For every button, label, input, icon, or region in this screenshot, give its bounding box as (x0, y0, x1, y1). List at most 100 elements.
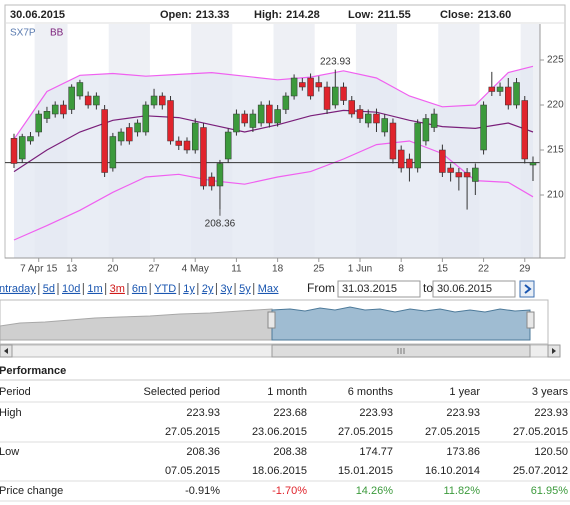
to-input[interactable] (432, 280, 516, 298)
to-value: 30.06.2015 (437, 283, 492, 295)
cell: -1.70% (272, 485, 307, 497)
period-link[interactable]: 3m (110, 283, 125, 295)
period-link[interactable]: 5d (43, 283, 55, 295)
candle-body (191, 122, 199, 151)
cell: 173.86 (446, 446, 480, 458)
candle-body (167, 100, 174, 142)
navigator-handle-right[interactable] (526, 311, 535, 329)
row-label: High (0, 407, 22, 419)
period-link[interactable]: Max (258, 283, 279, 295)
x-tick-label: 1 Jun (348, 264, 372, 275)
candle-body (397, 149, 405, 169)
candle-body (27, 136, 34, 142)
period-link[interactable]: 3y (220, 283, 232, 295)
candle-body (521, 100, 529, 160)
candle-body (249, 113, 257, 128)
legend-series: SX7P (10, 28, 36, 39)
candle-body (183, 140, 191, 151)
cell: 18.06.2015 (252, 465, 307, 477)
quote: Close: 213.60 (440, 9, 511, 21)
x-tick-label: 11 (231, 264, 242, 275)
candle-body (480, 104, 487, 151)
quote: Low: 211.55 (348, 9, 411, 21)
x-tick-label: 25 (313, 264, 325, 275)
period-link[interactable]: 1m (87, 283, 102, 295)
from-label: From (307, 281, 335, 295)
x-tick-label: 4 May (182, 264, 209, 275)
candle-body (159, 95, 166, 106)
column-header: Period (0, 386, 31, 398)
candle-body (150, 95, 158, 106)
y-tick-label: 220 (547, 100, 564, 111)
period-link[interactable]: 5y (239, 283, 251, 295)
annotation: 208.36 (205, 218, 236, 229)
candle-body (430, 113, 438, 128)
y-tick-label: 210 (547, 190, 564, 201)
y-tick-label: 225 (547, 55, 564, 66)
cell: 07.05.2015 (165, 465, 220, 477)
candle-body (76, 82, 84, 97)
candle-body (439, 149, 446, 173)
candle-body (241, 113, 248, 124)
quote-value: 214.28 (286, 9, 320, 21)
performance-title: Performance (0, 365, 66, 377)
scroll-right-arrow (552, 348, 556, 354)
cell: 11.82% (444, 485, 481, 497)
candle-body (364, 113, 372, 124)
candle-body (142, 104, 150, 133)
candle-body (117, 131, 125, 142)
annotation: 223.93 (320, 56, 351, 67)
cell: 223.93 (446, 407, 480, 419)
cell: 14.26% (356, 485, 394, 497)
period-link[interactable]: YTD (154, 283, 176, 295)
plot-area: 223.93 208.36 210 215 220 225 7 Apr 15 13 20 27 4 … (5, 24, 565, 275)
go-button[interactable] (519, 280, 535, 298)
candle-body (472, 167, 479, 182)
x-tick-label: 20 (107, 264, 119, 275)
cell: 223.68 (273, 407, 307, 419)
cell: 15.01.2015 (338, 465, 393, 477)
cell: 23.06.2015 (252, 426, 307, 438)
candle-body (381, 118, 388, 133)
period-link[interactable]: 6m (132, 283, 147, 295)
candle-body (274, 109, 281, 124)
candle-body (51, 104, 59, 115)
navigator-handle-left[interactable] (267, 311, 276, 329)
candle-body (43, 111, 51, 119)
quote-label: Open: (160, 9, 192, 21)
candle-body (18, 136, 26, 160)
candle-body (10, 138, 18, 164)
navigator-selection (271, 306, 531, 341)
candle-body (307, 77, 314, 97)
quote-value: 211.55 (378, 9, 411, 21)
column-header: 1 month (267, 386, 307, 398)
cell: 27.05.2015 (338, 426, 393, 438)
cell: 223.93 (534, 407, 568, 419)
candle-body (447, 167, 454, 173)
cell: 120.50 (534, 446, 568, 458)
column-header: 6 months (348, 386, 394, 398)
candle-body (414, 122, 421, 169)
cell: -0.91% (185, 485, 220, 497)
quote: High: 214.28 (254, 9, 320, 21)
from-input[interactable] (337, 280, 421, 298)
candle-body (266, 104, 273, 124)
x-tick-label: 18 (272, 264, 284, 275)
candle-body (463, 172, 471, 178)
candle-body (101, 109, 108, 173)
cell: 208.36 (186, 446, 220, 458)
quote-value: 213.60 (478, 9, 512, 21)
performance-bar (0, 362, 570, 380)
x-tick-label: 22 (478, 264, 490, 275)
scroll-left-arrow (4, 348, 8, 354)
period-link[interactable]: 10d (62, 283, 80, 295)
column-header: 3 years (532, 386, 569, 398)
period-link[interactable]: 2y (202, 283, 214, 295)
period-link[interactable]: Intraday (0, 283, 36, 295)
candle-body (35, 113, 42, 133)
candle-body (496, 86, 504, 92)
period-link[interactable]: 1y (183, 283, 195, 295)
quote-label: High: (254, 9, 282, 21)
